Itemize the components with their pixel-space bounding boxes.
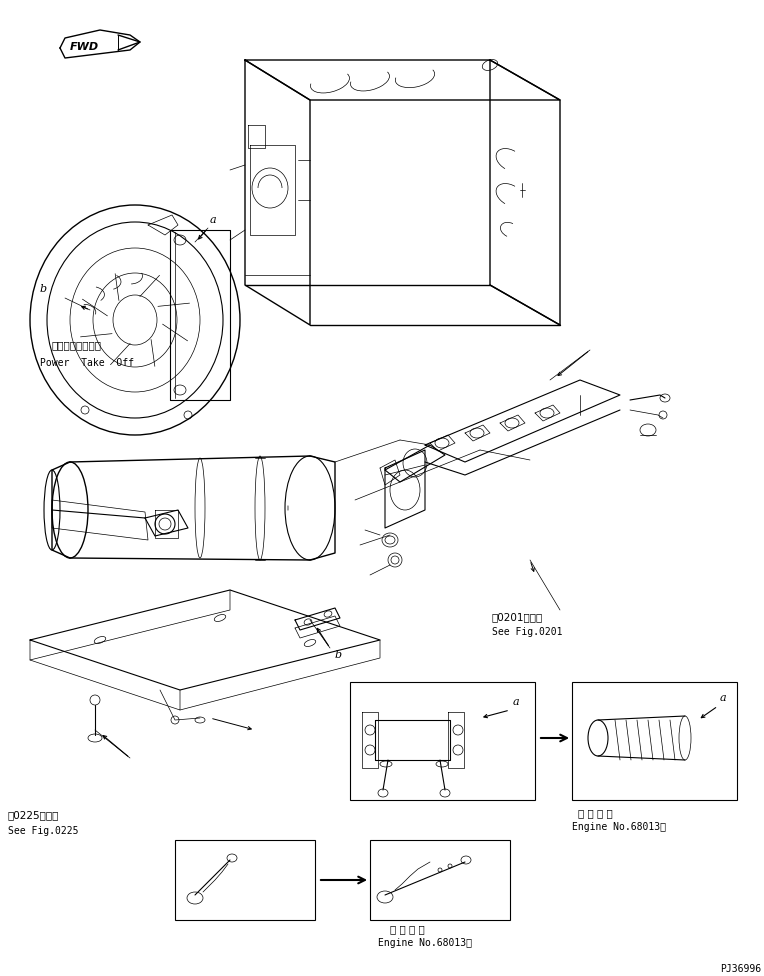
Text: 第0201図参照: 第0201図参照 <box>492 612 543 622</box>
Text: 適 用 号 機: 適 用 号 機 <box>578 808 613 818</box>
Text: a: a <box>720 693 727 703</box>
Text: 適 用 号 機: 適 用 号 機 <box>390 924 425 934</box>
Bar <box>370 840 510 920</box>
Text: a: a <box>210 215 217 225</box>
Text: See Fig.0201: See Fig.0201 <box>492 627 562 637</box>
Text: Power  Take  Off: Power Take Off <box>40 358 134 368</box>
Text: 第0225図参照: 第0225図参照 <box>8 810 60 820</box>
Text: See Fig.0225: See Fig.0225 <box>8 826 79 836</box>
Text: FWD: FWD <box>70 42 99 52</box>
Text: b: b <box>335 650 342 660</box>
Text: パワーテークオフ: パワーテークオフ <box>52 340 102 350</box>
Bar <box>350 682 535 800</box>
Text: PJ36996: PJ36996 <box>720 964 761 974</box>
Text: Engine No.68013～: Engine No.68013～ <box>572 822 666 832</box>
Text: b: b <box>40 284 47 294</box>
Text: a: a <box>513 697 520 707</box>
Text: Engine No.68013～: Engine No.68013～ <box>378 938 472 948</box>
Bar <box>175 840 315 920</box>
Bar <box>572 682 737 800</box>
